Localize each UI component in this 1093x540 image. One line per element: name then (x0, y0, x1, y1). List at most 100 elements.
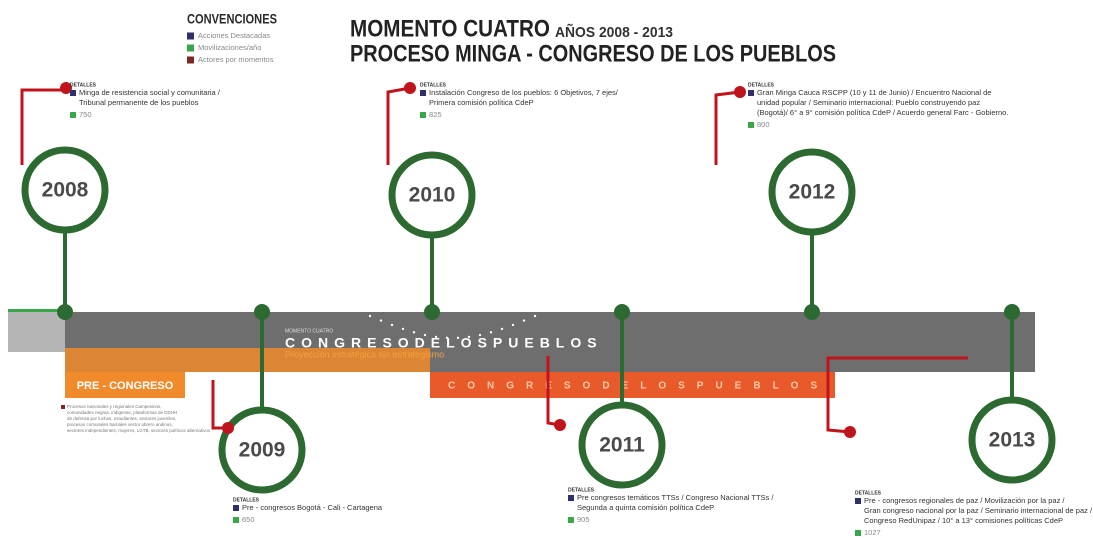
legend-swatch (187, 44, 194, 52)
band-dot (614, 304, 630, 320)
band-upper: CONGRESODELOSPUEBLOS (285, 335, 603, 351)
dot (467, 335, 471, 339)
actors-text: Procesos nacionales y regionales Campesi… (67, 404, 162, 409)
detail-text: Minga de resistencia social y comunitari… (79, 88, 221, 97)
action-square (568, 495, 574, 501)
connector (20, 88, 66, 165)
detail-text: Pre - congresos regionales de paz / Movi… (864, 496, 1065, 505)
connector-dot (734, 86, 746, 98)
actors-square (61, 405, 65, 409)
connector-dot (60, 82, 72, 94)
actors-text: procesos comunales barriales sector obre… (67, 422, 173, 427)
count: 1027 (864, 528, 881, 537)
dot (456, 336, 460, 340)
year: 2008 (42, 179, 89, 202)
count: 650 (242, 515, 255, 524)
actors-text: sectores independientes, mujeres, LGTB, … (67, 428, 211, 433)
dot (500, 327, 504, 331)
connector (826, 356, 968, 434)
band-dot (424, 304, 440, 320)
dot (390, 323, 394, 327)
band-dot (1004, 304, 1020, 320)
dot (412, 331, 416, 334)
actors-text: comunidades negras, indígenas, plataform… (67, 410, 177, 415)
action-square (855, 498, 861, 504)
dot (379, 319, 383, 322)
dot (434, 335, 438, 339)
detail-text: Pre - congresos Bogotá - Cali - Cartagen… (242, 503, 383, 512)
year-circle (218, 406, 306, 494)
connector-dot (554, 419, 566, 431)
detail-text: Instalación Congreso de los pueblos: 6 O… (429, 88, 619, 97)
years: AÑOS 2008 - 2013 (555, 23, 673, 41)
year-circle (578, 401, 666, 489)
band-dot (254, 304, 270, 320)
year-circle (968, 396, 1056, 484)
action-square (233, 505, 239, 511)
actors-text: de defensa por luchas, estudiantes, sect… (67, 416, 176, 421)
details-label: DETALLES (70, 82, 97, 88)
legend-title: CONVENCIONES (187, 11, 277, 27)
dot (401, 327, 405, 331)
count-square (568, 517, 574, 523)
connector-dot (404, 82, 416, 94)
count: 905 (577, 515, 590, 524)
year-circle (768, 148, 856, 236)
details-label: DETALLES (748, 82, 775, 88)
pre-box (65, 372, 185, 398)
year: 2009 (239, 439, 286, 462)
connector (211, 380, 228, 430)
year: 2011 (599, 434, 645, 457)
details-label: DETALLES (420, 82, 447, 88)
detail-text: Congreso RedUnipaz / 10° a 13° comisione… (864, 516, 1063, 525)
count: 800 (757, 120, 770, 129)
legend-swatch (187, 56, 194, 64)
connector (714, 90, 741, 165)
detail-text: (Bogotá)/ 6° a 9° comisión política CdeP… (757, 108, 1008, 117)
detail-text: Gran congreso nacional por la paz / Semi… (864, 506, 1093, 515)
connector (386, 86, 411, 165)
details-label: DETALLES (855, 490, 882, 496)
subtitle: PROCESO MINGA - CONGRESO DE LOS PUEBLOS (350, 40, 836, 67)
detail-text: Tribunal permanente de los pueblos (79, 98, 199, 107)
legend-label: Movilizaciones/año (198, 43, 261, 52)
count-square (70, 112, 76, 118)
band-lower: CONGRESODELOSPUEBLOS (448, 381, 829, 392)
lower-band (430, 372, 835, 398)
detail-text: Primera comisión política CdeP (429, 98, 534, 107)
count-square (233, 517, 239, 523)
detail-text: Segunda a quinta comisión política CdeP (577, 503, 714, 512)
action-square (748, 90, 754, 96)
band-dot (57, 304, 73, 320)
dot (445, 336, 449, 340)
action-square (420, 90, 426, 96)
dot (478, 333, 482, 337)
year-circle (21, 146, 109, 234)
band-dot (804, 304, 820, 320)
legend-swatch (187, 32, 194, 40)
title: MOMENTO CUATRO (350, 15, 550, 42)
details-label: DETALLES (568, 487, 595, 493)
dot (368, 314, 372, 318)
connector-dot (222, 422, 234, 434)
pre-label: PRE - CONGRESO (77, 380, 174, 392)
dot (533, 314, 537, 318)
band-kicker: MOMENTO CUATRO (285, 328, 333, 334)
count-square (420, 112, 426, 118)
band-left (8, 312, 65, 352)
year: 2010 (409, 184, 456, 207)
band-tagline: Proyección estratégica sin estrategismo (285, 349, 444, 359)
band-green (8, 309, 68, 312)
dot (522, 319, 526, 322)
band-orange (65, 348, 430, 372)
year: 2012 (789, 181, 836, 204)
count-square (748, 122, 754, 128)
count: 750 (79, 110, 92, 119)
detail-text: unidad popular / Seminario internacional… (757, 98, 980, 107)
action-square (70, 90, 76, 96)
dot (511, 323, 515, 327)
count-square (855, 530, 861, 536)
year-circle (388, 151, 476, 239)
dot (489, 331, 493, 334)
